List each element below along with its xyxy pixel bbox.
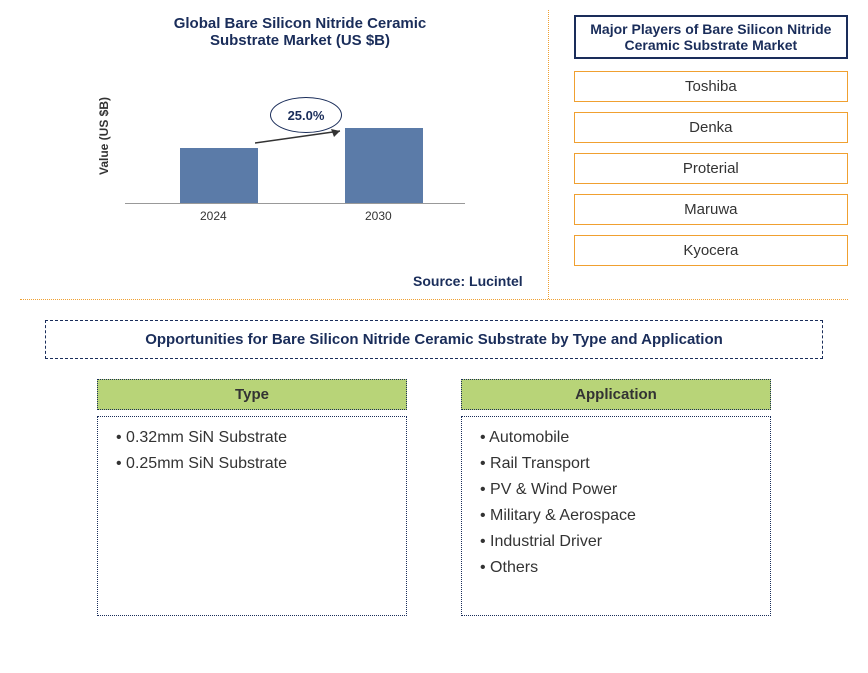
source-label: Source: Lucintel <box>413 273 523 289</box>
category-header: Application <box>461 379 771 410</box>
category-header: Type <box>97 379 407 410</box>
player-item: Toshiba <box>574 71 848 102</box>
x-label-0: 2024 <box>200 209 227 223</box>
list-item: • Industrial Driver <box>480 533 752 551</box>
x-label-1: 2030 <box>365 209 392 223</box>
category-type: Type • 0.32mm SiN Substrate • 0.25mm SiN… <box>97 379 407 616</box>
players-title: Major Players of Bare Silicon Nitride Ce… <box>574 15 848 59</box>
list-item: • PV & Wind Power <box>480 481 752 499</box>
growth-label: 25.0% <box>270 97 342 133</box>
list-item: • Automobile <box>480 429 752 447</box>
infographic-container: Global Bare Silicon Nitride Ceramic Subs… <box>0 0 868 673</box>
player-item: Denka <box>574 112 848 143</box>
bar-2030 <box>345 128 423 203</box>
opportunities-section: Opportunities for Bare Silicon Nitride C… <box>20 300 848 616</box>
chart-plot: 2024 2030 25.0% <box>125 69 465 204</box>
categories-row: Type • 0.32mm SiN Substrate • 0.25mm SiN… <box>20 379 848 616</box>
bar-2024 <box>180 148 258 203</box>
chart-panel: Global Bare Silicon Nitride Ceramic Subs… <box>20 10 549 299</box>
growth-percent: 25.0% <box>288 108 325 123</box>
list-item: • 0.32mm SiN Substrate <box>116 429 388 447</box>
category-list: • Automobile • Rail Transport • PV & Win… <box>461 416 771 616</box>
opportunities-title: Opportunities for Bare Silicon Nitride C… <box>45 320 823 359</box>
chart-title: Global Bare Silicon Nitride Ceramic Subs… <box>140 15 460 49</box>
player-item: Maruwa <box>574 194 848 225</box>
list-item: • 0.25mm SiN Substrate <box>116 455 388 473</box>
top-section: Global Bare Silicon Nitride Ceramic Subs… <box>20 10 848 300</box>
list-item: • Others <box>480 559 752 577</box>
players-panel: Major Players of Bare Silicon Nitride Ce… <box>549 10 848 299</box>
chart-area: Value (US $B) 2024 2030 25.0% <box>110 69 490 234</box>
player-item: Kyocera <box>574 235 848 266</box>
category-application: Application • Automobile • Rail Transpor… <box>461 379 771 616</box>
y-axis-label: Value (US $B) <box>97 97 111 175</box>
list-item: • Military & Aerospace <box>480 507 752 525</box>
player-item: Proterial <box>574 153 848 184</box>
list-item: • Rail Transport <box>480 455 752 473</box>
category-list: • 0.32mm SiN Substrate • 0.25mm SiN Subs… <box>97 416 407 616</box>
